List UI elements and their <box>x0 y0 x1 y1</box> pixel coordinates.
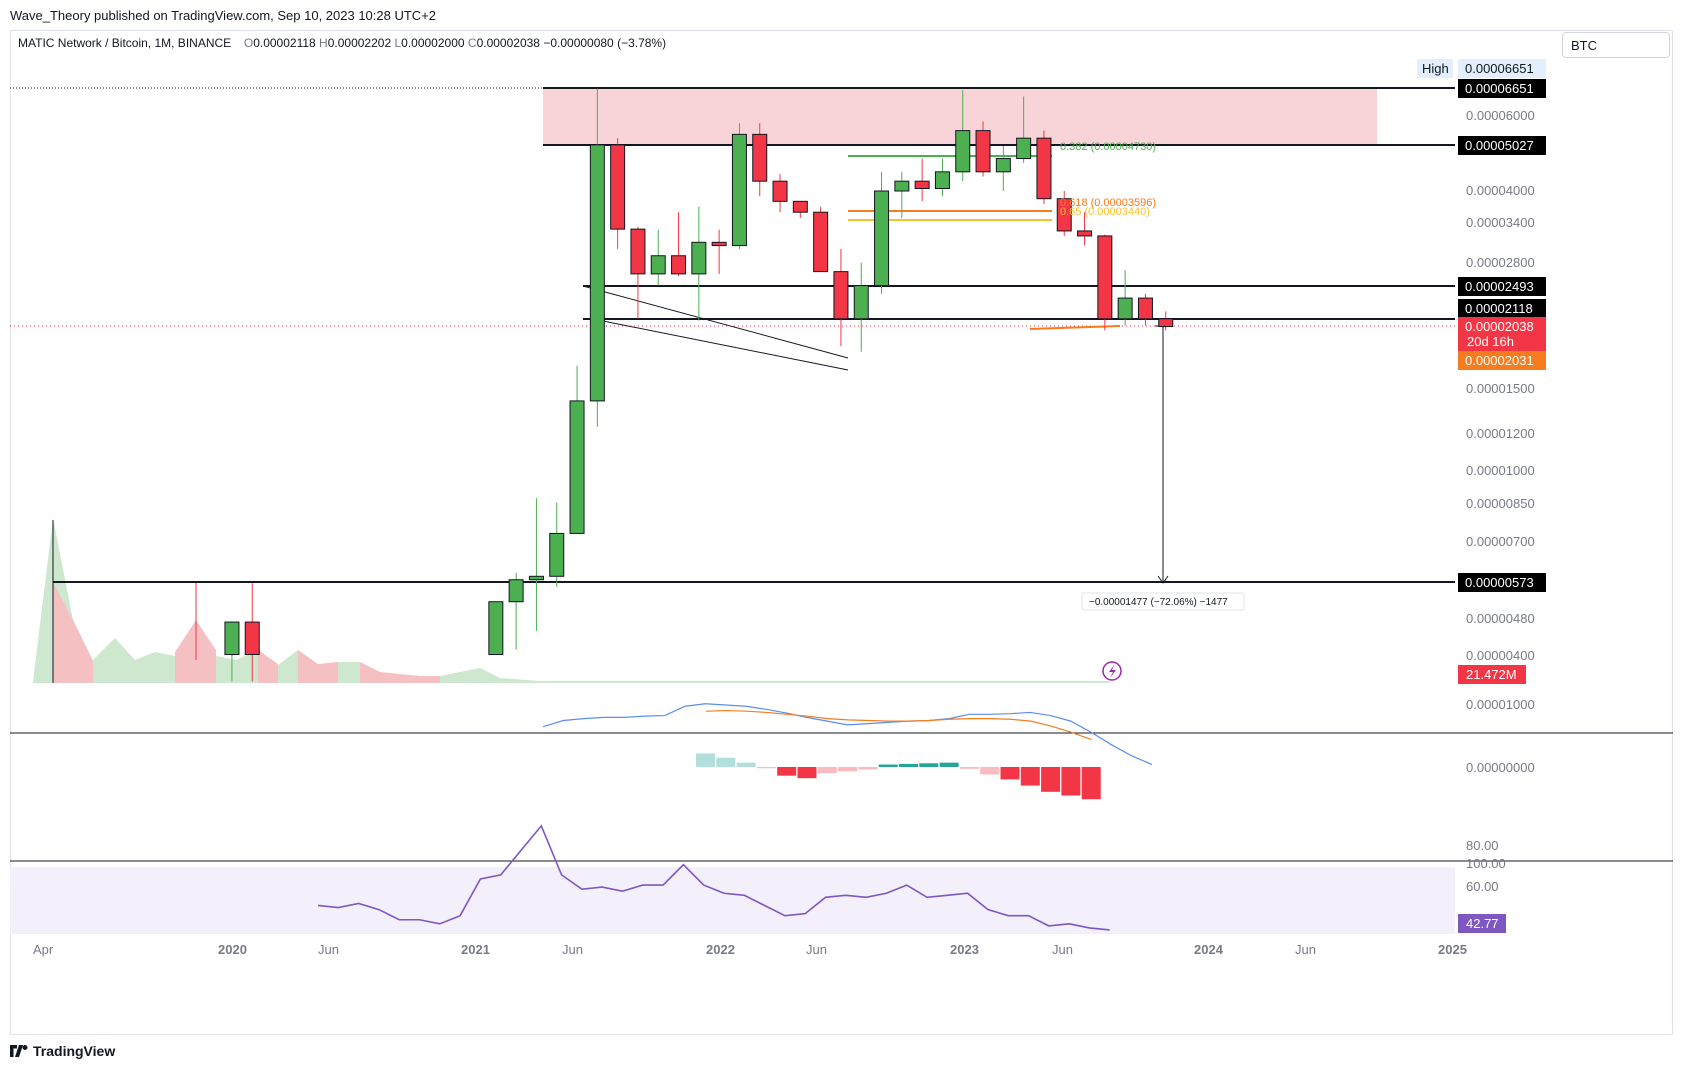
high-value: 0.00002202 <box>327 36 392 50</box>
tradingview-brand: TradingView <box>33 1043 116 1059</box>
close-value: 0.00002038 <box>476 36 540 50</box>
currency-button[interactable]: BTC <box>1562 32 1670 58</box>
change-value: −0.00000080 (−3.78%) <box>543 36 667 50</box>
tradingview-logo-icon <box>10 1045 28 1057</box>
chart-frame <box>10 30 1673 1035</box>
tradingview-footer[interactable]: TradingView <box>10 1043 115 1059</box>
symbol-title[interactable]: MATIC Network / Bitcoin, 1M, BINANCE <box>18 36 232 50</box>
low-value: 0.00002000 <box>401 36 465 50</box>
open-label: O <box>243 36 254 50</box>
close-label: C <box>467 36 477 50</box>
high-label: H <box>319 36 328 50</box>
symbol-header: MATIC Network / Bitcoin, 1M, BINANCE O0.… <box>18 36 666 50</box>
publisher-credit: Wave_Theory published on TradingView.com… <box>10 8 437 23</box>
low-label: L <box>394 36 402 50</box>
open-value: 0.00002118 <box>253 36 316 50</box>
